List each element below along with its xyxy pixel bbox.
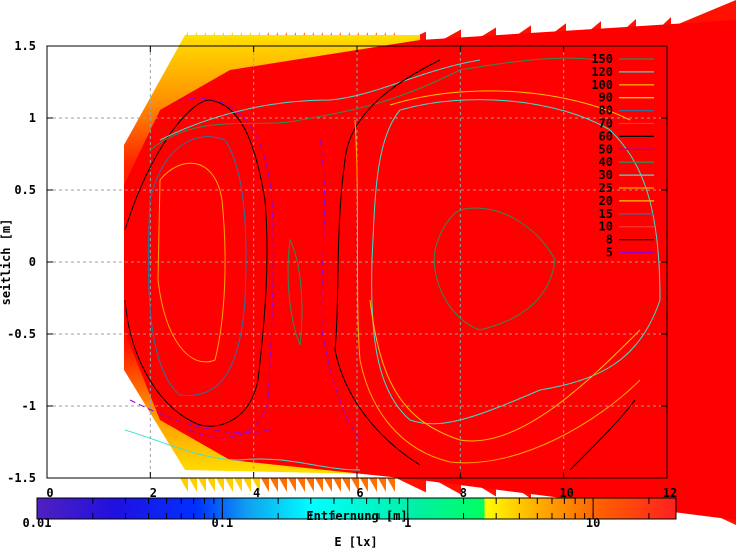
legend-label: 50	[599, 142, 613, 156]
y-tick-label: 0.5	[14, 183, 36, 197]
y-tick-label: 1.5	[14, 39, 36, 53]
colorbar-label: E [lx]	[334, 535, 377, 548]
legend-label: 120	[591, 65, 613, 79]
surface-sawtooth-bottom	[387, 478, 395, 492]
legend-label: 5	[606, 246, 613, 260]
colorbar-tick-label: 0.01	[23, 516, 52, 530]
legend-label: 30	[599, 168, 613, 182]
colorbar-tick-label: 0.1	[212, 516, 234, 530]
surface-sawtooth-bottom	[198, 478, 206, 492]
grid-lines	[47, 46, 667, 478]
surface-sawtooth-bottom	[360, 478, 368, 492]
surface-sawtooth-bottom	[207, 478, 215, 492]
surface-sawtooth-bottom	[396, 478, 426, 493]
surface-sawtooth-bottom	[351, 478, 359, 492]
y-tick-label: -0.5	[7, 327, 36, 341]
y-tick-labels: 1.5 1 0.5 0 -0.5 -1 -1.5	[7, 39, 36, 485]
surface-sawtooth-bottom	[279, 478, 287, 492]
contour-lines	[124, 57, 661, 471]
x-tick-labels: 0 2 4 6 8 10 12	[46, 486, 677, 500]
surface-sawtooth-bottom	[189, 478, 197, 492]
surface-sawtooth-bottom	[243, 478, 251, 492]
legend-label: 15	[599, 207, 613, 221]
x-tick-label: 8	[460, 486, 467, 500]
surface-sawtooth-bottom	[324, 478, 332, 492]
surface-sawtooth-bottom	[333, 478, 341, 492]
colorbar-ticks: 0.01 0.1 1 10	[23, 498, 650, 530]
y-tick-label: -1	[22, 399, 36, 413]
surface-sawtooth-bottom	[342, 478, 350, 492]
surface-sawtooth-bottom	[378, 478, 386, 492]
y-tick-label: 0	[29, 255, 36, 269]
surface-sawtooth-bottom	[270, 478, 278, 492]
y-axis-label: seitlich [m]	[0, 219, 13, 306]
legend-label: 40	[599, 155, 613, 169]
surface-sawtooth-bottom	[216, 478, 224, 492]
legend-label: 10	[599, 220, 613, 234]
axis-ticks	[46, 45, 668, 479]
x-tick-label: 0	[46, 486, 53, 500]
x-axis-label: Entfernung [m]	[306, 509, 407, 523]
legend-label: 150	[591, 52, 613, 66]
legend-label: 70	[599, 117, 613, 131]
surface-sawtooth-bottom	[252, 478, 260, 492]
colorbar-tick-label: 1	[404, 516, 411, 530]
surface-fill	[124, 20, 736, 520]
surface-sawtooth-bottom	[225, 478, 233, 492]
legend-label: 100	[591, 78, 613, 92]
surface-sawtooth-bottom	[315, 478, 323, 492]
surface-sawtooth-bottom	[297, 478, 305, 492]
y-tick-label: -1.5	[7, 471, 36, 485]
surface-sawtooth-bottom	[369, 478, 377, 492]
legend-label: 90	[599, 91, 613, 105]
legend-label: 8	[606, 233, 613, 247]
legend-label: 80	[599, 104, 613, 118]
legend-label: 25	[599, 181, 613, 195]
x-tick-label: 10	[559, 486, 573, 500]
legend-label: 20	[599, 194, 613, 208]
colorbar	[36, 497, 677, 520]
surface-sawtooth-bottom	[288, 478, 296, 492]
x-tick-label: 12	[663, 486, 677, 500]
y-tick-label: 1	[29, 111, 36, 125]
x-tick-label: 2	[150, 486, 157, 500]
x-tick-label: 6	[356, 486, 363, 500]
colorbar-tick-label: 10	[586, 516, 600, 530]
surface-sawtooth-bottom	[234, 478, 242, 492]
surface-sawtooth-bottom	[180, 478, 188, 492]
surface-sawtooth-bottom	[306, 478, 314, 492]
legend-label: 60	[599, 129, 613, 143]
x-tick-label: 4	[253, 486, 260, 500]
surface-sawtooth-bottom	[261, 478, 269, 492]
